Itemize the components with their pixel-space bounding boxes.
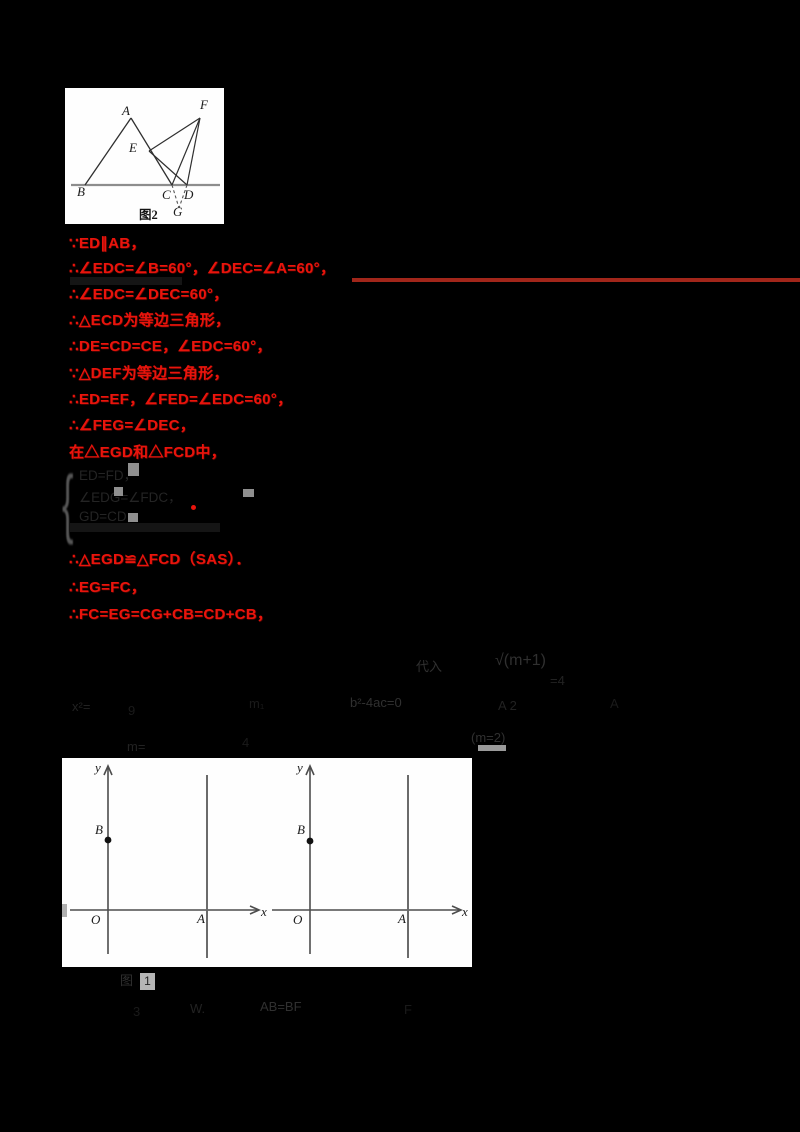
- ghost-text: A 2: [498, 698, 517, 713]
- proof-line-4: ∴△ECD为等边三角形，: [69, 312, 231, 329]
- label-b: B: [77, 184, 85, 199]
- segment-fd: [186, 117, 201, 186]
- edge-artifact: [62, 904, 67, 917]
- ghost-text: (m=2): [471, 730, 506, 745]
- scan-speck: [478, 745, 506, 751]
- x-axis-arrow-icon: [451, 905, 463, 915]
- segment-ab: [84, 117, 132, 186]
- red-comma-dot: [191, 505, 196, 510]
- point-b-dot: [306, 837, 314, 845]
- y-axis-arrow-icon: [103, 764, 113, 776]
- ghost-text: W.: [190, 1001, 206, 1016]
- system-condition-1: ED=FD，: [79, 468, 138, 483]
- ghost-text: 9: [128, 703, 136, 718]
- scan-speck: [128, 463, 139, 476]
- coordinate-drawing: y x O B A y x O B A: [62, 760, 468, 958]
- ghost-text: b²-4ac=0: [350, 695, 402, 710]
- ghost-text: x²=: [72, 699, 91, 714]
- scan-speck: [114, 487, 123, 496]
- proof-line-1: ∵ED∥AB，: [69, 235, 146, 252]
- point-b-label: B: [95, 822, 103, 837]
- point-b-label: B: [297, 822, 305, 837]
- print-smudge: [70, 523, 220, 532]
- proof-line-11: ∴EG=FC，: [69, 579, 147, 596]
- proof-line-10: ∴△EGD≌△FCD（SAS）．: [69, 551, 251, 568]
- origin-label: O: [91, 912, 101, 927]
- x-axis-label: x: [260, 904, 267, 919]
- dashed-cg: [171, 184, 180, 209]
- ghost-text: 3: [133, 1004, 141, 1019]
- scan-speck: [243, 489, 254, 497]
- segment-ac: [130, 117, 173, 186]
- label-d: D: [183, 187, 194, 202]
- label-e: E: [128, 140, 137, 155]
- label-c: C: [162, 187, 171, 202]
- system-condition-2: ∠EDG=∠FDC，: [79, 490, 182, 505]
- coord-figure-left: y x O B A: [70, 760, 267, 958]
- system-condition-3: GD=CD，: [79, 509, 141, 524]
- proof-line-7: ∴ED=EF，∠FED=∠EDC=60°，: [69, 391, 293, 408]
- ghost-text: m₁: [249, 696, 265, 711]
- ghost-text: A: [610, 696, 619, 711]
- point-a-label: A: [196, 911, 205, 926]
- x-axis-arrow-icon: [249, 905, 261, 915]
- ghost-text: 4: [242, 735, 250, 750]
- coord-figure-right: y x O B A: [272, 760, 468, 958]
- figure2-panel: A B C D E F G 图2: [65, 88, 224, 224]
- ghost-text: m=: [127, 739, 146, 754]
- figure2-drawing: A B C D E F G 图2: [71, 97, 220, 222]
- proof-line-8: ∴∠FEG=∠DEC，: [69, 417, 196, 434]
- system-brace: {: [62, 462, 74, 547]
- y-axis-arrow-icon: [305, 764, 315, 776]
- print-smudge: [70, 277, 182, 285]
- ghost-text: 代入: [416, 659, 443, 674]
- ghost-text: =4: [550, 673, 565, 688]
- label-a: A: [121, 103, 130, 118]
- segment-ed: [148, 150, 188, 186]
- coordinate-figures-panel: y x O B A y x O B A: [62, 758, 472, 967]
- scan-speck: [128, 513, 138, 522]
- proof-line-9: 在△EGD和△FCD中，: [69, 444, 226, 461]
- ghost-text: F: [404, 1002, 412, 1017]
- ghost-text: AB=BF: [260, 999, 302, 1014]
- dashed-dg: [178, 184, 188, 209]
- y-axis-label: y: [295, 760, 303, 775]
- proof-line-2: ∴∠EDC=∠B=60°，∠DEC=∠A=60°，: [69, 260, 336, 277]
- proof-line-5: ∴DE=CD=CE，∠EDC=60°，: [69, 338, 272, 355]
- point-a-label: A: [397, 911, 406, 926]
- origin-label: O: [293, 912, 303, 927]
- proof-line-3: ∴∠EDC=∠DEC=60°，: [69, 286, 229, 303]
- ghost-text: √(m+1): [495, 652, 547, 669]
- label-f: F: [199, 97, 209, 112]
- x-axis-label: x: [461, 904, 468, 919]
- segment-ef: [148, 117, 201, 152]
- ghost-text: 图: [120, 973, 134, 988]
- proof-line-6: ∵△DEF为等边三角形，: [69, 365, 229, 382]
- figure2-caption: 图2: [139, 208, 158, 222]
- y-axis-label: y: [93, 760, 101, 775]
- point-b-dot: [104, 836, 112, 844]
- ghost-highlight-box: 1: [140, 973, 155, 990]
- proof-line-12: ∴FC=EG=CG+CB=CD+CB，: [69, 606, 273, 623]
- segment-fc: [171, 117, 201, 186]
- label-g: G: [173, 204, 183, 219]
- red-underline-rule: [352, 278, 800, 282]
